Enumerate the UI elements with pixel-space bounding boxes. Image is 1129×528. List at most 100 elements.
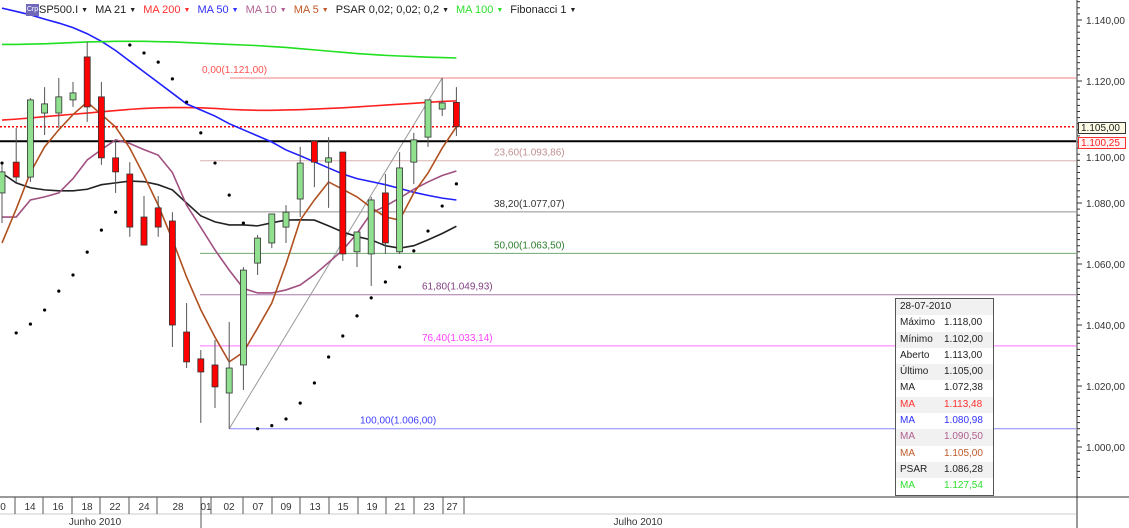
candle: [140, 195, 148, 246]
candle: [452, 87, 460, 136]
info-value: 1.118,00: [944, 317, 983, 329]
candle-body: [0, 171, 6, 194]
info-value: 1.105,00: [944, 447, 983, 459]
date-tick-label: 13: [309, 502, 321, 513]
caret-down-icon: ▼: [442, 7, 450, 14]
candle-body: [211, 364, 219, 388]
indicator-ma21-dropdown[interactable]: MA 21 ▼: [95, 4, 136, 16]
candle: [69, 81, 77, 107]
psar-dot: [199, 131, 203, 135]
info-value: 1.113,48: [944, 398, 983, 410]
candle-body: [438, 102, 446, 110]
info-row: MA 1.113,48: [896, 396, 993, 414]
candle: [367, 196, 375, 286]
info-row: MA 1.105,00: [896, 446, 993, 462]
candle: [183, 303, 191, 369]
price-tick-label: 1.060,00: [1086, 260, 1125, 271]
candle: [268, 213, 276, 249]
price-tick-label: 1.040,00: [1086, 321, 1125, 332]
psar-dot: [284, 417, 288, 421]
psar-dot: [185, 100, 189, 104]
indicator-ma100-dropdown[interactable]: MA 100 ▼: [456, 4, 503, 16]
info-row: MA 1.072,38: [896, 380, 993, 396]
indicator-label: PSAR 0,02; 0,02; 0,2: [335, 4, 440, 16]
indicator-label: MA 10: [245, 4, 277, 16]
psar-dot: [28, 322, 32, 326]
candle: [310, 140, 318, 188]
ma-line-ma10: [2, 138, 457, 294]
caret-down-icon: ▼: [81, 7, 89, 14]
psar-dot: [454, 182, 458, 186]
info-label: MA: [900, 398, 915, 410]
price-tick-label: 1.080,00: [1086, 199, 1125, 210]
candle-body: [282, 211, 290, 228]
candle-body: [381, 192, 389, 244]
psar-dot: [0, 161, 4, 165]
info-row: Mínimo 1.102,00: [896, 331, 993, 348]
psar-dot: [398, 265, 402, 269]
date-tick-label: 28: [172, 502, 184, 513]
candle: [254, 235, 262, 275]
price-tick-label: 1.140,00: [1086, 16, 1125, 27]
candle: [424, 99, 432, 147]
candle-body: [424, 99, 432, 138]
candle: [168, 212, 176, 347]
logo-icon: Crp: [26, 4, 39, 16]
date-axis-bg: [0, 497, 1076, 528]
indicator-ma10-dropdown[interactable]: MA 10 ▼: [246, 4, 287, 16]
psar-dot: [270, 424, 274, 428]
price-tick-label: 1.020,00: [1086, 382, 1125, 393]
info-value: 1.105,00: [944, 366, 983, 378]
candle-body: [98, 96, 105, 159]
candle-body: [12, 161, 20, 178]
info-label: MA: [900, 382, 915, 394]
candle-body: [410, 139, 418, 163]
info-label: MA: [900, 431, 915, 443]
info-row: MA 1.090,50: [896, 429, 993, 446]
candle: [239, 267, 247, 390]
caret-down-icon: ▼: [569, 7, 577, 14]
candle-body: [254, 237, 262, 264]
indicator-toolbar: Crp SP500.I ▼ MA 21 ▼ MA 200 ▼ MA 50 ▼ MA 10…: [26, 2, 576, 18]
indicator-psar-dropdown[interactable]: PSAR 0,02; 0,02; 0,2 ▼: [336, 4, 449, 16]
candle: [296, 146, 304, 218]
candle-body: [239, 269, 247, 366]
psar-dot: [43, 308, 47, 312]
info-label: Mínimo: [900, 333, 933, 345]
info-label: Aberto: [900, 349, 930, 361]
info-row: Aberto 1.113,00: [896, 348, 993, 364]
psar-dot: [128, 43, 132, 47]
info-label: MA: [900, 447, 915, 459]
fib-level-label: 23,60(1.093,86): [494, 148, 565, 159]
psar-dot: [227, 193, 231, 197]
candle-body: [69, 92, 77, 101]
psar-dot: [114, 210, 118, 214]
candle-body: [154, 207, 162, 228]
indicator-ma5-dropdown[interactable]: MA 5 ▼: [294, 4, 329, 16]
candle: [339, 151, 347, 261]
psar-dot: [369, 296, 373, 300]
candle: [353, 231, 361, 268]
candle-body: [325, 157, 333, 163]
ma-line-ma200: [1, 100, 457, 121]
psar-dot: [327, 355, 331, 359]
fib-level-label: 61,80(1.049,93): [422, 282, 493, 293]
date-tick-label: 18: [81, 502, 93, 513]
candle-body: [41, 103, 48, 114]
psar-dot: [355, 314, 359, 318]
info-row: Máximo 1.118,00: [896, 315, 993, 331]
candle: [55, 77, 63, 128]
indicator-ma200-dropdown[interactable]: MA 200 ▼: [143, 4, 190, 16]
date-tick-label: 07: [252, 502, 264, 513]
symbol-dropdown[interactable]: SP500.I ▼: [39, 4, 88, 16]
indicator-fibonacci-dropdown[interactable]: Fibonacci 1 ▼: [510, 4, 576, 16]
psar-dot: [241, 221, 245, 225]
indicator-ma50-dropdown[interactable]: MA 50 ▼: [197, 4, 238, 16]
month-label: Julho 2010: [614, 517, 663, 528]
caret-down-icon: ▼: [231, 7, 239, 14]
date-tick-label: 24: [138, 502, 150, 513]
candle-body: [183, 331, 191, 363]
caret-down-icon: ▼: [279, 7, 287, 14]
psar-dot: [341, 334, 345, 338]
